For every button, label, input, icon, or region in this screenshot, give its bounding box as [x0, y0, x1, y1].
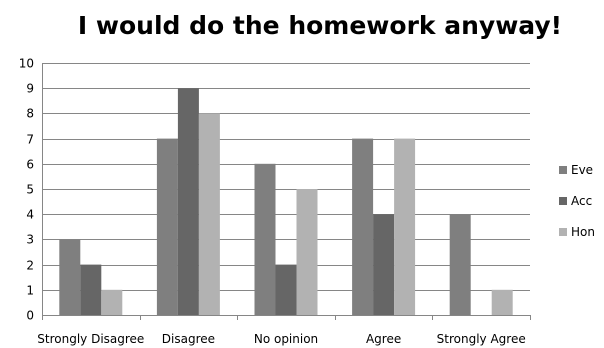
chart-title: I would do the homework anyway!	[78, 11, 562, 40]
legend-swatch-acc	[559, 197, 567, 205]
legend-label-acc: Acc	[571, 194, 592, 208]
y-tick-label: 2	[26, 259, 34, 273]
x-tick-label: Disagree	[162, 332, 215, 346]
x-tick-label: No opinion	[254, 332, 318, 346]
bar-hon	[296, 189, 318, 315]
x-tick-label: Strongly Disagree	[37, 332, 144, 346]
bar-hon	[198, 113, 220, 316]
bar-acc	[80, 264, 102, 315]
bar-hon	[394, 138, 416, 315]
x-tick-label: Strongly Agree	[437, 332, 526, 346]
legend-label-hon: Hon	[571, 225, 595, 239]
legend: Eve Acc Hon	[559, 163, 595, 239]
y-tick-label: 10	[19, 57, 34, 71]
y-tick-label: 9	[26, 82, 34, 96]
y-tick-label: 4	[26, 208, 34, 222]
y-tick-label: 6	[26, 158, 34, 172]
bar-hon	[491, 289, 513, 315]
bar-eve	[254, 163, 276, 315]
bar-eve	[156, 138, 178, 315]
y-tick-label: 3	[26, 233, 34, 247]
y-axis-tick-labels: 0 1 2 3 4 5 6 7 8 9 10	[19, 57, 34, 323]
bar-acc	[275, 264, 297, 315]
bar-eve	[352, 138, 374, 315]
bar-acc	[177, 88, 199, 315]
bar-hon	[101, 289, 123, 315]
legend-swatch-hon	[559, 228, 567, 236]
y-tick-label: 5	[26, 183, 34, 197]
y-tick-label: 8	[26, 107, 34, 121]
x-axis-tick-labels: Strongly Disagree Disagree No opinion Agree…	[37, 332, 525, 346]
y-tick-label: 7	[26, 133, 34, 147]
bars	[59, 88, 513, 316]
legend-swatch-eve	[559, 166, 567, 174]
legend-label-eve: Eve	[571, 163, 593, 177]
x-tick-label: Agree	[366, 332, 401, 346]
bar-eve	[449, 214, 471, 315]
y-tick-label: 0	[26, 309, 34, 323]
y-tick-label: 1	[26, 284, 34, 298]
axes	[42, 63, 531, 320]
gridlines	[42, 63, 530, 291]
bar-acc	[373, 214, 395, 315]
bar-eve	[59, 239, 81, 315]
